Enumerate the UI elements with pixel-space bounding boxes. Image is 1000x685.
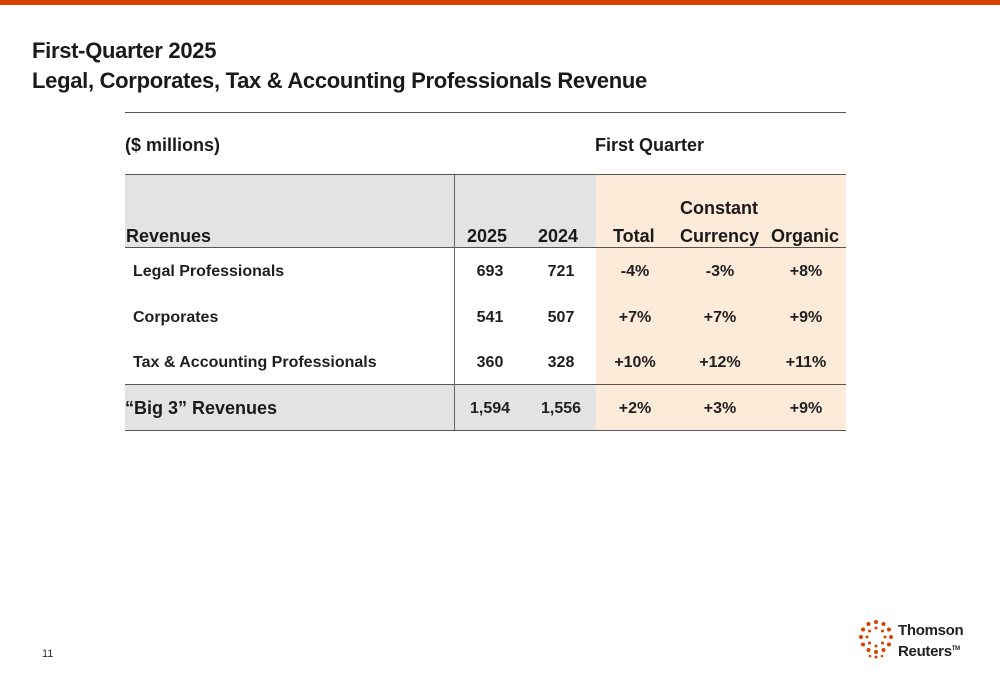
logo-line-1: Thomson [898,622,964,639]
cell-organic: +8% [789,263,823,280]
cell-2025: 541 [476,309,504,326]
cell-organic: +11% [785,354,827,371]
total-row-label: “Big 3” Revenues [125,398,278,418]
label-divider [454,175,455,430]
total-row-shade [125,385,596,430]
col-header-organic: Organic [771,226,840,246]
cell-2024: 507 [547,309,575,326]
thomson-reuters-logo: Thomson ReutersTM [856,618,976,664]
cell-total: +7% [618,309,652,326]
table-bottom-rule [125,430,846,431]
units-label: ($ millions) [125,135,221,155]
logo-line-2: Reuters [898,643,952,660]
logo-trademark: TM [951,646,960,652]
row-label: Tax & Accounting Professionals [133,354,377,371]
total-cell-2024: 1,556 [540,400,582,417]
table-top-rule [125,112,846,113]
row-label: Legal Professionals [133,263,285,280]
page-number: 11 [42,648,54,660]
col-header-constant: Constant [680,198,758,218]
top-accent-bar [0,0,1000,5]
col-header-total: Total [613,226,655,246]
cell-total: -4% [620,263,650,280]
col-header-2025: 2025 [467,226,508,246]
cell-total: +10% [614,354,656,371]
col-header-currency: Currency [680,226,760,246]
cell-2025: 360 [476,354,504,371]
total-top-rule [125,384,846,385]
title-line-1: First-Quarter 2025 [32,38,217,63]
header-bottom-rule [125,247,846,248]
row-label: Corporates [133,309,219,326]
col-header-revenues: Revenues [126,226,212,246]
cell-constant-currency: +7% [703,309,737,326]
cell-organic: +9% [789,309,823,326]
period-label: First Quarter [595,135,705,155]
title-line-2: Legal, Corporates, Tax & Accounting Prof… [32,68,647,93]
cell-2024: 328 [547,354,575,371]
logo-dot-ring-icon [859,620,893,659]
header-top-rule [125,174,846,175]
total-cell-organic: +9% [789,400,823,417]
growth-column-shade [596,175,846,430]
slide-title: First-Quarter 2025 Legal, Corporates, Ta… [32,36,647,96]
col-header-2024: 2024 [538,226,579,246]
cell-constant-currency: +12% [699,354,741,371]
header-shade [125,175,596,248]
total-cell-total: +2% [618,400,652,417]
cell-constant-currency: -3% [705,263,735,280]
total-cell-constant-currency: +3% [703,400,737,417]
cell-2025: 693 [476,263,504,280]
logo-wordmark: Thomson ReutersTM [898,622,964,661]
cell-2024: 721 [547,263,575,280]
total-cell-2025: 1,594 [469,400,511,417]
